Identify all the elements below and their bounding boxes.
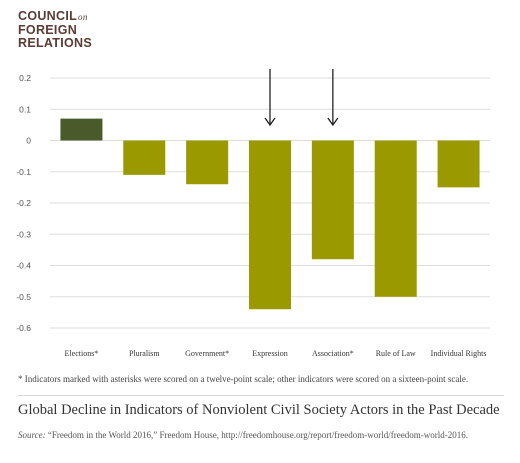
x-tick-label: Expression <box>252 349 288 358</box>
bar <box>311 140 354 260</box>
bar <box>186 140 229 185</box>
bar-chart: 0.2 0.1 0 -0.1 -0.2 -0.3 -0.4 -0.5 -0.6 Elections… <box>16 69 490 358</box>
y-tick-label: 0.2 <box>19 73 31 83</box>
logo-word-relations: Relations <box>18 36 92 50</box>
caption-title: Global Decline in Indicators of Nonviole… <box>18 402 500 418</box>
y-tick-label: -0.1 <box>16 167 31 177</box>
y-tick-label: -0.4 <box>16 261 31 271</box>
x-tick-label: Government* <box>185 349 229 358</box>
x-tick-label: Individual Rights <box>431 349 487 358</box>
y-tick-label: -0.2 <box>16 198 31 208</box>
arrow-head <box>327 117 339 127</box>
y-tick-label: -0.6 <box>16 323 31 333</box>
y-tick-label: -0.3 <box>16 229 31 239</box>
caption-source: Source: “Freedom in the World 2016,” Fre… <box>18 430 508 440</box>
source-text: “Freedom in the World 2016,” Freedom Hou… <box>45 430 468 440</box>
y-tick-label: 0 <box>26 136 31 146</box>
footnote: * Indicators marked with asterisks were … <box>18 374 469 384</box>
y-tick-label: -0.5 <box>16 292 31 302</box>
bar <box>123 140 166 175</box>
x-tick-label: Pluralism <box>129 349 160 358</box>
logo-word-council: Council <box>18 9 78 23</box>
source-label: Source: <box>18 430 46 440</box>
arrow-head <box>264 117 276 127</box>
logo-word-on: on <box>78 12 88 22</box>
bar <box>437 140 480 188</box>
bar <box>374 140 417 297</box>
divider <box>18 395 504 396</box>
y-tick-label: 0.1 <box>19 104 31 114</box>
logo-word-foreign: Foreign <box>18 23 78 37</box>
x-tick-label: Elections* <box>65 349 99 358</box>
bar <box>60 118 103 141</box>
bar <box>249 140 291 310</box>
cfr-logo: Councilon Foreign Relations <box>18 10 92 50</box>
x-tick-label: Association* <box>312 349 354 358</box>
x-tick-label: Rule of Law <box>376 349 416 358</box>
